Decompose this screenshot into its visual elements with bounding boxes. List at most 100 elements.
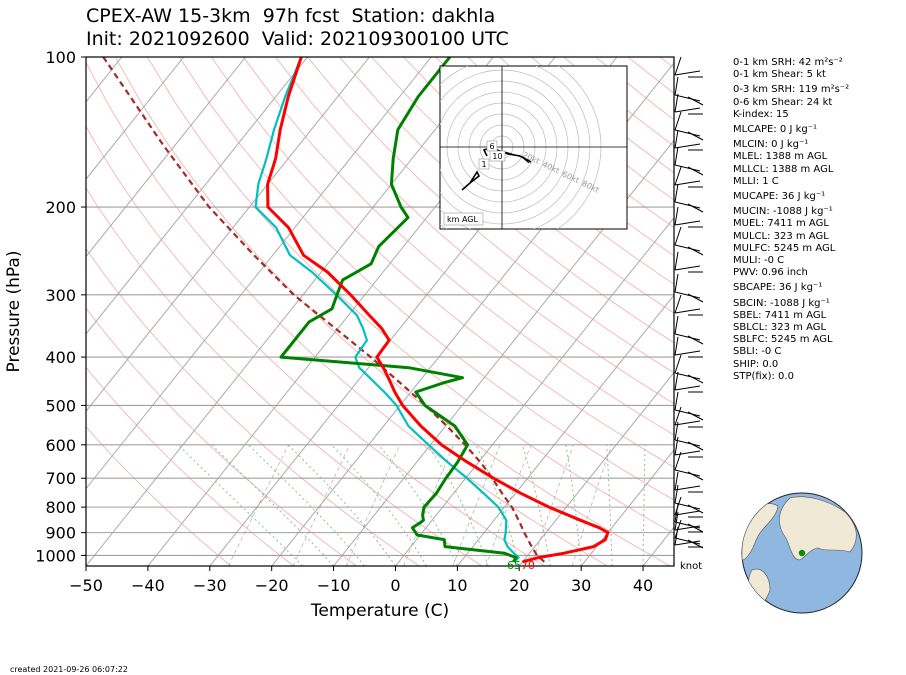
isotherm <box>86 57 247 258</box>
moist-adiabat <box>475 444 520 566</box>
sounding-index: SBCIN: -1088 J kg⁻¹ <box>733 297 830 309</box>
x-tick-label: −50 <box>69 576 103 595</box>
moist-adiabat <box>211 444 334 566</box>
wind-unit-label: knot <box>680 561 702 572</box>
wind-barb <box>674 251 703 273</box>
mixing-ratio-line <box>292 444 351 566</box>
wind-barb <box>674 226 704 256</box>
sounding-index: MUCAPE: 36 J kg⁻¹ <box>733 191 826 203</box>
x-tick-label: 10 <box>447 576 467 595</box>
globe-land-africa-europe <box>779 496 857 561</box>
wind-barb <box>674 273 704 303</box>
hodograph-frame <box>439 65 628 230</box>
sounding-index: 0-6 km Shear: 24 kt <box>733 96 833 108</box>
wind-barb <box>674 496 703 518</box>
wind-barb <box>674 56 703 78</box>
x-tick-label: 20 <box>509 576 529 595</box>
isotherm <box>518 371 674 566</box>
moist-adiabat <box>642 444 646 566</box>
temperature-profile <box>266 57 610 564</box>
isotherm <box>86 57 432 490</box>
sounding-index: MLCAPE: 0 J kg⁻¹ <box>733 124 818 136</box>
wind-barb <box>674 206 703 228</box>
x-tick-label: −40 <box>131 576 165 595</box>
sounding-index: SBCAPE: 36 J kg⁻¹ <box>733 282 823 294</box>
dry-adiabat <box>146 57 674 535</box>
dry-adiabat <box>403 57 674 285</box>
y-axis-label: Pressure (hPa) <box>4 251 24 373</box>
y-tick-label: 800 <box>45 498 76 517</box>
sounding-index: MUCIN: -1088 J kg⁻¹ <box>733 206 833 218</box>
wind-barb <box>674 436 703 458</box>
isotherm <box>86 57 370 413</box>
hodograph-height-label: 1 <box>481 160 486 169</box>
sounding-index: 0-3 km SRH: 119 m²s⁻² <box>733 84 850 96</box>
dry-adiabat <box>307 57 674 374</box>
sounding-index: 0-1 km SRH: 42 m²s⁻² <box>733 57 843 68</box>
mixing-ratio-line <box>228 444 289 566</box>
isotherm <box>395 217 674 566</box>
x-axis-label: Temperature (C) <box>310 601 449 621</box>
wind-barb <box>674 336 703 358</box>
x-tick-label: 40 <box>633 576 653 595</box>
x-tick-label: −30 <box>193 576 227 595</box>
mixing-ratio-line <box>452 444 501 566</box>
wind-barb <box>674 166 703 188</box>
chart-subtitle: Init: 2021092600 Valid: 202109300100 UTC <box>86 28 509 50</box>
hodograph-height-label: 10 <box>492 152 502 161</box>
wind-barb <box>674 93 703 115</box>
sounding-index: PWV: 0.96 inch <box>733 267 808 279</box>
wind-barb <box>674 391 704 421</box>
x-tick-label: −20 <box>255 576 289 595</box>
sounding-index: MULCL: 323 m AGL <box>733 230 829 242</box>
dry-adiabat <box>86 187 483 566</box>
y-tick-label: 700 <box>45 469 76 488</box>
dry-adiabat <box>371 57 674 314</box>
sounding-index: MLEL: 1388 m AGL <box>733 151 828 163</box>
sounding-index: K-index: 15 <box>733 108 789 120</box>
dry-adiabat <box>275 57 674 405</box>
hodograph-height-box <box>478 158 490 170</box>
hodograph-legend-box <box>443 212 484 226</box>
sounding-index: MULFC: 5245 m AGL <box>733 242 836 254</box>
y-tick-label: 100 <box>45 48 76 67</box>
dry-adiabat <box>114 57 671 566</box>
sounding-index: SBLI: -0 C <box>733 346 782 358</box>
sounding-index: MUEL: 7411 m AGL <box>733 218 829 230</box>
hodograph-height-box <box>489 150 506 162</box>
wind-barb <box>674 371 703 393</box>
wind-barb <box>674 451 704 481</box>
moist-adiabat <box>426 444 489 566</box>
isotherm <box>86 57 494 566</box>
dry-adiabat <box>178 57 674 501</box>
sounding-index: MLLCL: 1388 m AGL <box>733 163 834 175</box>
moist-adiabat <box>606 444 613 566</box>
wetbulb-profile <box>254 57 520 563</box>
x-tick-label: −10 <box>317 576 351 595</box>
hodograph-legend: km AGL <box>447 215 479 224</box>
profile-lines <box>102 57 610 564</box>
hodograph-trace <box>461 170 481 191</box>
dewpoint-profile <box>279 57 518 563</box>
y-tick-label: 200 <box>45 198 76 217</box>
wind-barb <box>674 406 703 428</box>
sounding-index: SBLFC: 5245 m AGL <box>733 334 833 346</box>
x-tick-label: 30 <box>571 576 591 595</box>
dry-adiabat <box>210 57 674 468</box>
sounding-index: SHIP: 0.0 <box>733 358 779 370</box>
mixing-ratio-line <box>403 444 454 566</box>
wind-barb <box>674 183 704 213</box>
wind-barb <box>674 111 704 141</box>
created-timestamp: created 2021-09-26 06:07:22 <box>10 665 128 674</box>
isotherm <box>456 294 674 566</box>
wind-barb <box>674 294 703 316</box>
sounding-index: STP(fix): 0.0 <box>733 370 794 382</box>
wind-barbs: knot <box>674 56 704 572</box>
hodograph-height-label: 6 <box>489 142 494 151</box>
wind-barb <box>674 526 703 548</box>
parcel-profile <box>102 57 546 563</box>
y-tick-label: 500 <box>45 396 76 415</box>
sounding-index: MLCIN: 0 J kg⁻¹ <box>733 139 809 151</box>
